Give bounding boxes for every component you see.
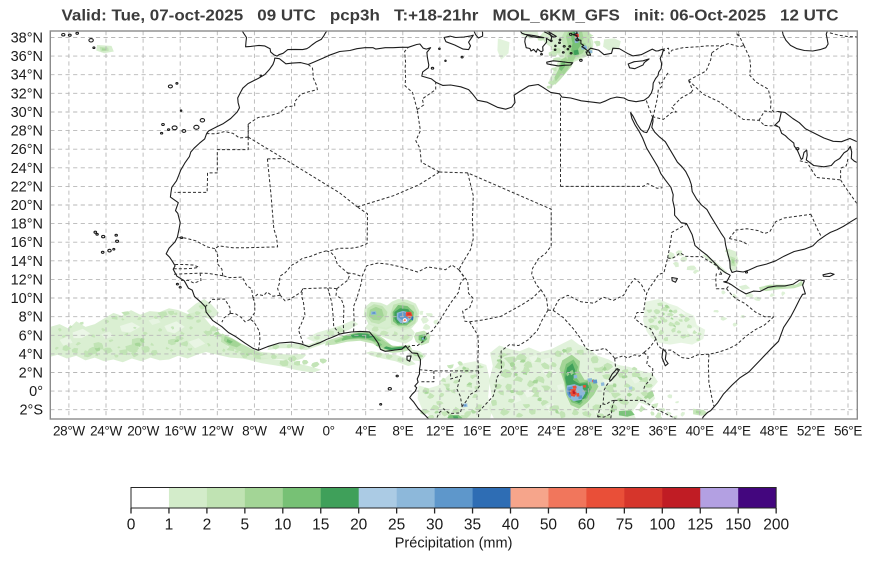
svg-text:0°: 0° [29, 384, 43, 400]
svg-text:50: 50 [540, 517, 558, 534]
svg-text:36°E: 36°E [648, 424, 676, 439]
svg-text:75: 75 [616, 517, 633, 534]
svg-text:125: 125 [687, 517, 713, 534]
svg-text:12°W: 12°W [201, 424, 233, 439]
svg-text:15: 15 [312, 517, 329, 534]
svg-text:6°N: 6°N [19, 328, 43, 344]
svg-text:52°E: 52°E [797, 424, 825, 439]
svg-text:10: 10 [274, 517, 292, 534]
svg-text:26°N: 26°N [11, 142, 43, 158]
svg-text:28°W: 28°W [53, 424, 85, 439]
svg-text:22°N: 22°N [11, 179, 43, 195]
svg-text:35: 35 [464, 517, 481, 534]
svg-text:25: 25 [388, 517, 405, 534]
svg-text:4°N: 4°N [19, 347, 43, 363]
svg-text:8°N: 8°N [19, 310, 43, 326]
svg-text:12°E: 12°E [426, 424, 454, 439]
svg-text:Valid: Tue, 07-oct-2025 09 U: Valid: Tue, 07-oct-2025 09 UTC pcp3h T:+… [62, 8, 839, 25]
svg-text:60: 60 [578, 517, 596, 534]
svg-text:0°: 0° [322, 424, 334, 439]
svg-text:20°E: 20°E [500, 424, 528, 439]
svg-text:2: 2 [203, 517, 212, 534]
svg-text:30: 30 [426, 517, 444, 534]
svg-text:32°N: 32°N [11, 86, 43, 102]
svg-text:8°W: 8°W [242, 424, 267, 439]
svg-text:40: 40 [502, 517, 520, 534]
svg-text:16°N: 16°N [11, 235, 43, 251]
svg-text:24°W: 24°W [90, 424, 122, 439]
svg-text:2°S: 2°S [19, 403, 43, 419]
svg-text:36°N: 36°N [11, 49, 43, 65]
svg-text:34°N: 34°N [11, 68, 43, 84]
svg-text:Précipitation (mm): Précipitation (mm) [395, 536, 513, 552]
svg-text:56°E: 56°E [834, 424, 862, 439]
svg-text:1: 1 [165, 517, 174, 534]
svg-text:40°E: 40°E [686, 424, 714, 439]
svg-text:100: 100 [649, 517, 675, 534]
svg-text:16°W: 16°W [164, 424, 196, 439]
svg-text:28°N: 28°N [11, 124, 43, 140]
svg-text:20°W: 20°W [127, 424, 159, 439]
svg-text:18°N: 18°N [11, 217, 43, 233]
svg-text:28°E: 28°E [574, 424, 602, 439]
svg-text:5: 5 [241, 517, 250, 534]
svg-text:8°E: 8°E [392, 424, 413, 439]
svg-text:24°E: 24°E [537, 424, 565, 439]
svg-text:38°N: 38°N [11, 31, 43, 47]
svg-text:2°N: 2°N [19, 366, 43, 382]
svg-text:10°N: 10°N [11, 291, 43, 307]
svg-text:20°N: 20°N [11, 198, 43, 214]
svg-text:12°N: 12°N [11, 272, 43, 288]
svg-text:4°E: 4°E [355, 424, 376, 439]
svg-text:200: 200 [763, 517, 789, 534]
svg-text:4°W: 4°W [279, 424, 304, 439]
svg-text:0: 0 [127, 517, 136, 534]
svg-text:16°E: 16°E [463, 424, 491, 439]
svg-text:20: 20 [350, 517, 368, 534]
svg-text:150: 150 [725, 517, 751, 534]
svg-text:44°E: 44°E [723, 424, 751, 439]
svg-text:32°E: 32°E [611, 424, 639, 439]
svg-text:30°N: 30°N [11, 105, 43, 121]
svg-text:24°N: 24°N [11, 161, 43, 177]
svg-text:48°E: 48°E [760, 424, 788, 439]
svg-text:14°N: 14°N [11, 254, 43, 270]
